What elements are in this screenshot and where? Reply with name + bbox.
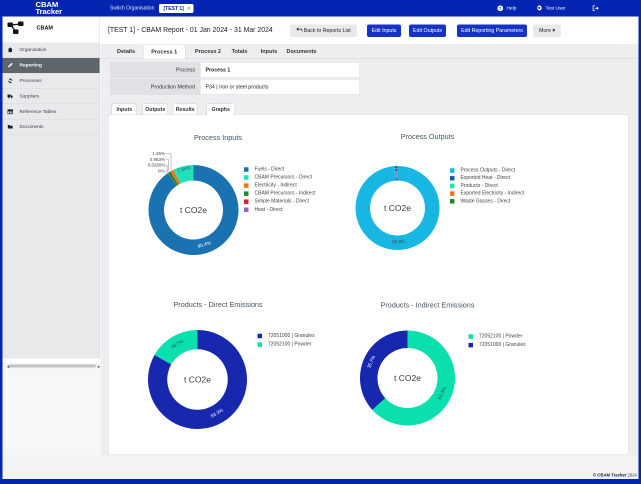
svg-text:t CO2e: t CO2e [180, 205, 207, 215]
svg-text:63.3%: 63.3% [437, 385, 448, 400]
svg-text:72051000 | Granules: 72051000 | Granules [268, 333, 315, 339]
svg-text:Electricity - Indirect: Electricity - Indirect [255, 183, 298, 189]
svg-text:Simple Materials - Direct: Simple Materials - Direct [255, 199, 310, 205]
svg-text:Products - Direct: Products - Direct [461, 183, 499, 189]
svg-text:t CO2e: t CO2e [184, 375, 211, 385]
svg-text:t CO2e: t CO2e [394, 373, 421, 383]
svg-text:Exported Electricity - Indirec: Exported Electricity - Indirect [461, 191, 525, 197]
svg-text:0.0269%: 0.0269% [148, 163, 166, 168]
svg-text:Fuels - Direct: Fuels - Direct [255, 167, 285, 173]
svg-text:Waste Gasses - Direct: Waste Gasses - Direct [461, 198, 511, 204]
svg-text:0.983%: 0.983% [150, 157, 165, 162]
svg-text:7.34%: 7.34% [177, 165, 192, 174]
svg-text:t CO2e: t CO2e [384, 203, 411, 213]
svg-text:98.9%: 98.9% [392, 239, 406, 245]
svg-text:Heat - Direct: Heat - Direct [255, 207, 284, 213]
svg-text:0%: 0% [158, 169, 165, 174]
svg-text:72051000 | Granules: 72051000 | Granules [479, 342, 526, 348]
svg-text:1.09%: 1.09% [394, 167, 399, 179]
svg-text:1.25%: 1.25% [152, 151, 165, 156]
svg-text:Products - Indirect Emissions: Products - Indirect Emissions [381, 301, 475, 310]
svg-text:72052100 | Powder: 72052100 | Powder [268, 342, 312, 348]
svg-text:36.7%: 36.7% [366, 354, 377, 369]
svg-text:CBAM Precursors - Indirect: CBAM Precursors - Indirect [255, 191, 316, 197]
svg-text:?: ? [499, 6, 502, 11]
svg-text:Products - Direct Emissions: Products - Direct Emissions [173, 300, 262, 309]
svg-text:72052100 | Powder: 72052100 | Powder [479, 334, 523, 340]
svg-text:Exported Heat - Direct: Exported Heat - Direct [461, 175, 511, 181]
svg-text:CBAM Precursors - Direct: CBAM Precursors - Direct [255, 175, 313, 181]
svg-text:Process Outputs: Process Outputs [401, 132, 455, 141]
svg-text:90.4%: 90.4% [197, 240, 212, 250]
svg-text:Process Inputs: Process Inputs [194, 133, 242, 142]
svg-text:Process Outputs - Direct: Process Outputs - Direct [461, 168, 516, 174]
